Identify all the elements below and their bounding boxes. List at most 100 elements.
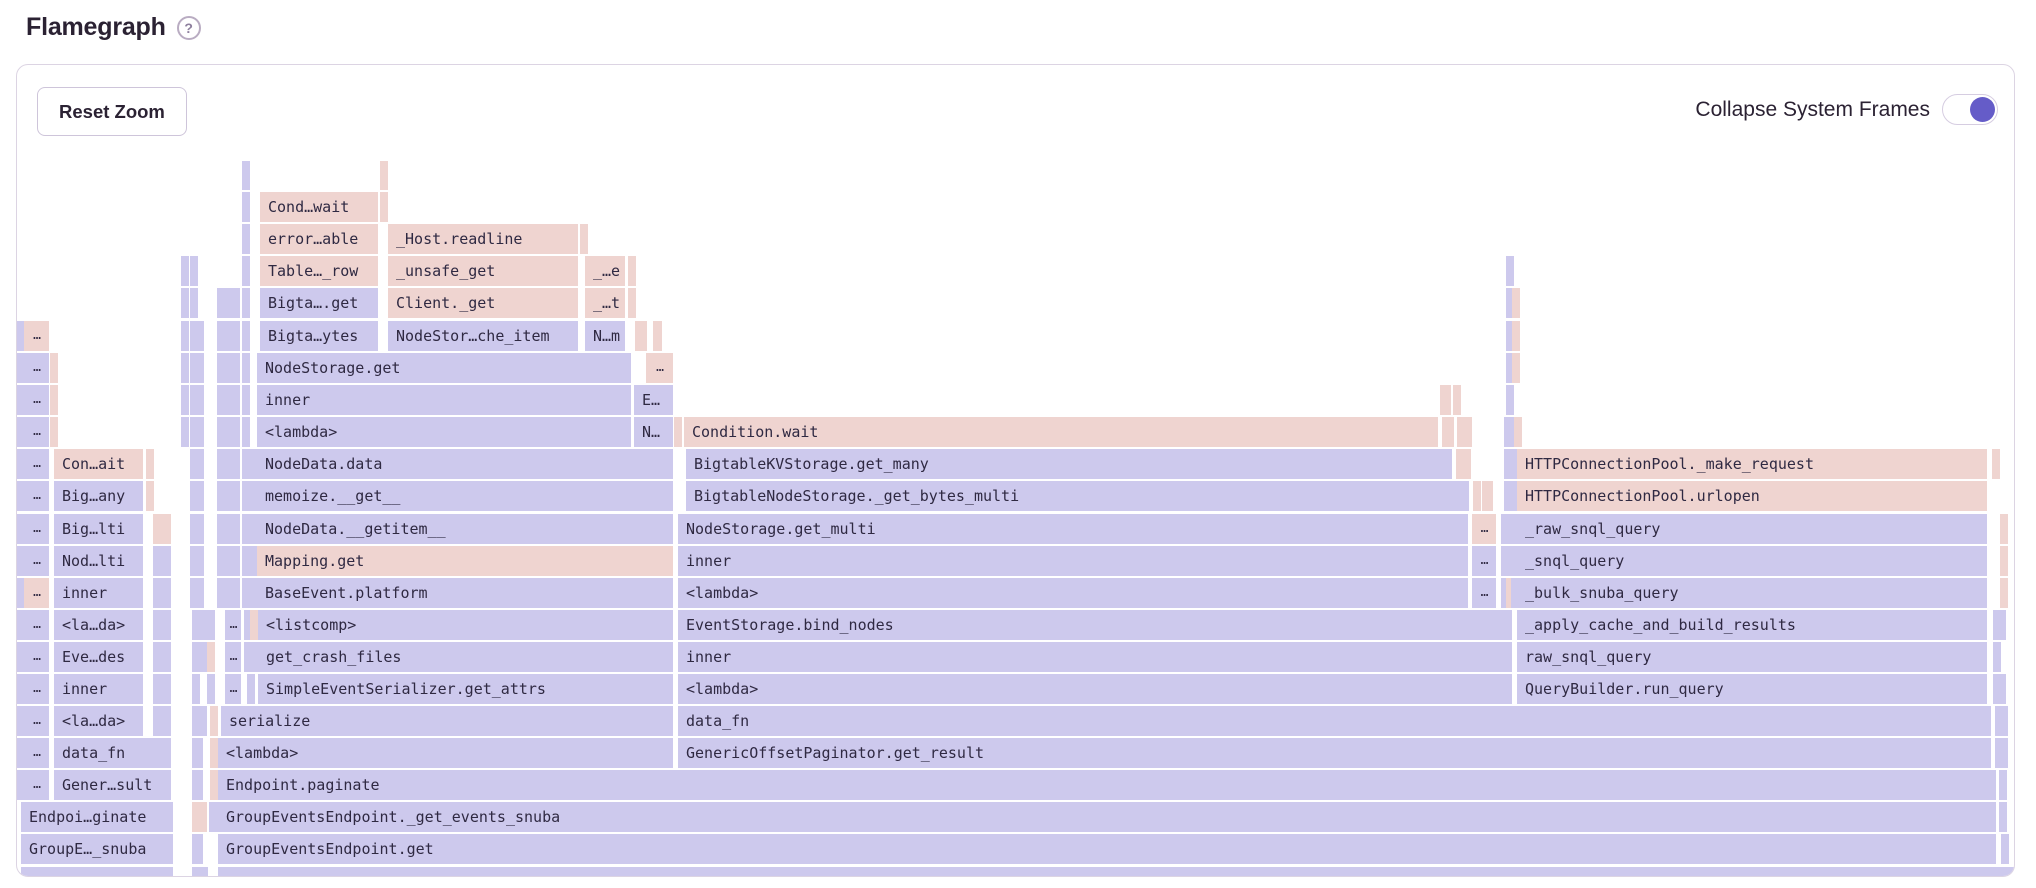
frame-sliver[interactable] (190, 256, 198, 286)
frame-sliver[interactable] (1509, 449, 1517, 479)
frame-ellipsis[interactable]: … (24, 514, 49, 544)
frame-sliver[interactable] (17, 674, 25, 704)
frame-sliver[interactable] (190, 514, 198, 544)
frame-sliver[interactable] (2001, 834, 2009, 864)
frame-client-get[interactable]: Client._get (388, 288, 578, 318)
frame-sliver[interactable] (1993, 610, 2001, 640)
frame-sliver[interactable] (196, 417, 204, 447)
frame-cond-wait[interactable]: Cond…wait (260, 192, 378, 222)
frame-ellipsis[interactable]: … (1472, 578, 1496, 608)
frame-sliver[interactable] (244, 642, 252, 672)
frame-baseevent-platform[interactable]: BaseEvent.platform (257, 578, 673, 608)
frame-lambda[interactable]: <lambda> (218, 738, 673, 768)
frame-sliver[interactable] (196, 481, 204, 511)
frame-inner[interactable]: inner (678, 642, 1512, 672)
frame-sliver[interactable] (199, 610, 207, 640)
frame-sliver[interactable] (249, 449, 257, 479)
frame-sliver[interactable] (196, 578, 204, 608)
frame-mapping-get[interactable]: Mapping.get (257, 546, 673, 576)
frame-sliver[interactable] (2000, 578, 2008, 608)
frame-sliver[interactable] (192, 770, 203, 800)
frame-sliver[interactable] (242, 256, 250, 286)
frame-sliver[interactable] (242, 224, 250, 254)
frame-sliver[interactable] (146, 449, 154, 479)
frame-sliver[interactable] (17, 385, 25, 415)
frame-sliver[interactable] (17, 514, 25, 544)
frame-apply-cache-and-build-results[interactable]: _apply_cache_and_build_results (1517, 610, 1987, 640)
frame-sliver[interactable] (50, 385, 58, 415)
frame-sliver[interactable] (210, 770, 218, 800)
frame-sliver[interactable] (192, 802, 207, 832)
frame-sliver[interactable] (210, 706, 218, 736)
frame-sliver[interactable] (249, 514, 257, 544)
frame-lambda[interactable]: <lambda> (257, 417, 631, 447)
frame-ellipsis[interactable]: … (24, 385, 49, 415)
frame-sliver[interactable] (17, 449, 25, 479)
frame-sliver[interactable] (192, 642, 200, 672)
frame-sliver[interactable] (242, 353, 250, 383)
frame-eve-des[interactable]: Eve…des (54, 642, 143, 672)
frame-sliver[interactable] (1993, 642, 2001, 672)
frame-sliver[interactable] (17, 770, 25, 800)
frame-snql-query[interactable]: _snql_query (1517, 546, 1987, 576)
frame-ellipsis[interactable]: … (24, 546, 49, 576)
frame-sliver[interactable] (181, 417, 189, 447)
frame-sliver[interactable] (2000, 738, 2008, 768)
frame-inner[interactable]: inner (257, 385, 631, 415)
frame-sliver[interactable] (653, 321, 662, 351)
frame-sliver[interactable] (192, 834, 203, 864)
frame-sliver[interactable] (50, 353, 58, 383)
frame-sliver[interactable] (190, 353, 198, 383)
frame-raw-snql-query[interactable]: _raw_snql_query (1517, 514, 1987, 544)
frame-sliver[interactable] (580, 224, 588, 254)
frame-sliver[interactable] (190, 417, 198, 447)
frame-sliver[interactable] (17, 353, 25, 383)
frame-sliver[interactable] (190, 288, 198, 318)
frame-table-row[interactable]: Table…_row (260, 256, 378, 286)
frame-sliver[interactable] (2000, 706, 2008, 736)
frame-host-readline[interactable]: _Host.readline (388, 224, 578, 254)
frame-sliver[interactable] (181, 256, 189, 286)
frame-sliver[interactable] (181, 321, 189, 351)
frame-sliver[interactable] (242, 192, 250, 222)
frame-sliver[interactable] (153, 706, 171, 736)
frame-sliver[interactable] (242, 546, 250, 576)
frame-sliver[interactable] (635, 321, 647, 351)
frame-sliver[interactable] (190, 546, 198, 576)
flamegraph-viewport[interactable]: Cond…wait error…able _Host.readline Table…_… (17, 65, 2014, 876)
frame-sliver[interactable] (196, 353, 204, 383)
frame-ellipsis[interactable]: … (24, 610, 49, 640)
frame-sliver[interactable] (190, 578, 198, 608)
frame-sliver[interactable] (196, 321, 204, 351)
frame-ellipsis[interactable]: … (225, 674, 241, 704)
frame-get-crash-files[interactable]: get_crash_files (258, 642, 673, 672)
frame-sliver[interactable] (1999, 770, 2007, 800)
frame-sliver[interactable] (17, 642, 25, 672)
frame-n[interactable]: N… (634, 417, 673, 447)
frame-sliver[interactable] (217, 385, 240, 415)
frame-ellipsis[interactable]: … (225, 610, 241, 640)
frame-sliver[interactable] (250, 642, 258, 672)
frame-nod-lti[interactable]: Nod…lti (54, 546, 143, 576)
frame-bigtablekvstorage-get-many[interactable]: BigtableKVStorage.get_many (686, 449, 1452, 479)
frame-sliver[interactable] (190, 449, 198, 479)
frame-httpconnectionpool-urlopen[interactable]: HTTPConnectionPool.urlopen (1517, 481, 1987, 511)
frame-sliver[interactable] (17, 321, 25, 351)
frame-sliver[interactable] (1501, 514, 1509, 544)
frame-sliver[interactable] (1998, 610, 2006, 640)
frame-groupeventsendpoint-get-events-snuba[interactable]: GroupEventsEndpoint._get_events_snuba (218, 802, 1996, 832)
frame-ellipsis[interactable]: … (24, 642, 49, 672)
frame-sliver[interactable] (1509, 481, 1517, 511)
frame-sliver[interactable] (247, 674, 255, 704)
frame-serialize[interactable]: serialize (221, 706, 673, 736)
frame-sliver[interactable] (1998, 674, 2006, 704)
frame-sliver[interactable] (190, 481, 198, 511)
frame-sliver[interactable] (17, 417, 25, 447)
frame-unsafe-get[interactable]: _unsafe_get (388, 256, 578, 286)
help-icon[interactable]: ? (176, 15, 201, 40)
frame-sliver[interactable] (1442, 417, 1454, 447)
frame-sliver[interactable] (1995, 706, 2003, 736)
frame-ellipsis[interactable]: … (24, 578, 49, 608)
frame-sliver[interactable] (242, 481, 250, 511)
frame-sliver[interactable] (242, 449, 250, 479)
